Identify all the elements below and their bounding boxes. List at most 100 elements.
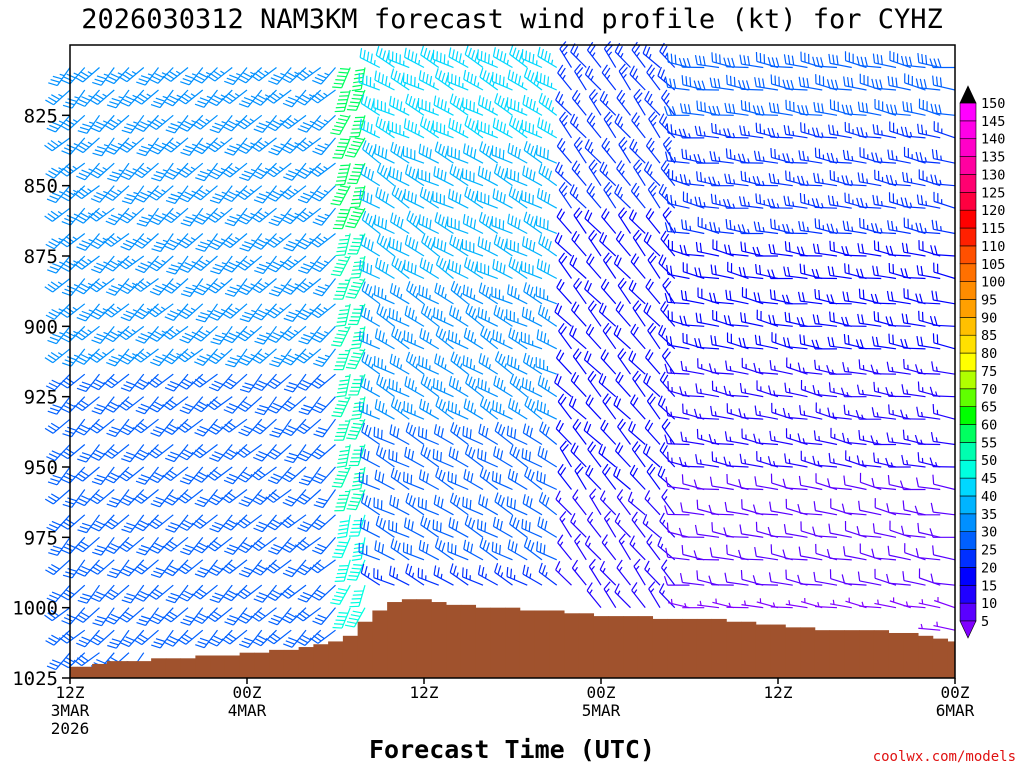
barb-feather (91, 268, 101, 274)
barb-feather (60, 266, 70, 272)
barb-feather (439, 522, 442, 533)
barb-feather (123, 384, 133, 389)
barb-feather (94, 548, 104, 553)
barb-feather (94, 78, 104, 83)
barb-feather (339, 67, 350, 70)
wind-barb (44, 207, 71, 222)
barb-feather (498, 148, 501, 158)
barb-feather (473, 102, 475, 112)
barb-feather (348, 575, 359, 578)
barb-feather (52, 474, 62, 479)
barb-feather (140, 191, 150, 197)
barb-feather (122, 98, 132, 104)
barb-feather (454, 75, 457, 85)
barb-feather (66, 214, 76, 220)
barb-feather (95, 93, 104, 100)
barb-feather (45, 385, 55, 391)
barb-feather (484, 522, 487, 532)
barb-feather (513, 100, 516, 110)
barb-feather (169, 282, 178, 289)
barb-half-feather (344, 397, 350, 400)
barb-feather (61, 150, 71, 155)
barb-feather (417, 497, 420, 507)
barb-feather (136, 495, 145, 502)
wind-barb (45, 559, 71, 576)
barb-feather (546, 220, 549, 230)
barb-half-feather (101, 210, 107, 215)
barb-feather (154, 518, 163, 525)
barb-feather (137, 124, 147, 130)
barb-half-feather (73, 143, 79, 146)
barb-half-feather (87, 329, 92, 333)
wind-barb (119, 278, 145, 295)
barb-half-feather (206, 95, 212, 99)
barb-feather (346, 578, 357, 581)
barb-feather (138, 548, 148, 553)
barb-feather (95, 422, 104, 429)
barb-half-feather (162, 95, 168, 99)
barb-half-feather (388, 82, 391, 88)
barb-feather (153, 570, 163, 575)
barb-feather (111, 426, 121, 431)
wind-barb (119, 89, 145, 107)
barb-feather (336, 145, 347, 148)
wind-barb (105, 207, 130, 226)
barb-feather (96, 146, 107, 150)
barb-feather (95, 379, 105, 385)
barb-half-feather (190, 351, 196, 356)
barb-half-feather (162, 239, 168, 243)
barb-feather (447, 471, 450, 481)
barb-feather (480, 50, 483, 61)
barb-feather (78, 427, 88, 433)
wind-barb (178, 185, 204, 203)
barb-feather (137, 452, 147, 458)
barb-feather (517, 172, 520, 182)
barb-feather (183, 166, 193, 173)
barb-feather (499, 544, 501, 555)
wind-barb (195, 162, 218, 182)
barb-feather (443, 54, 446, 64)
barb-feather (104, 265, 114, 272)
barb-half-feather (102, 93, 108, 98)
barb-feather (139, 378, 149, 385)
barb-feather (465, 568, 468, 579)
barb-feather (61, 549, 71, 555)
barb-feather (80, 71, 90, 78)
barb-feather (484, 52, 487, 63)
barb-feather (118, 616, 128, 623)
wind-barb (162, 536, 189, 552)
barb-feather (106, 432, 116, 438)
barb-feather (88, 215, 97, 222)
barb-feather (46, 456, 56, 462)
barb-feather (166, 356, 176, 362)
barb-feather (491, 541, 494, 552)
wind-barb (136, 607, 159, 627)
barb-feather (132, 285, 142, 292)
barb-feather (110, 331, 120, 337)
barb-half-feather (87, 188, 92, 193)
wind-barb (177, 303, 204, 320)
barb-feather (124, 470, 134, 477)
barb-feather (192, 265, 202, 271)
wind-barb (133, 489, 159, 504)
barb-half-feather (87, 71, 93, 75)
barb-feather (185, 615, 195, 620)
barb-feather (163, 500, 173, 506)
barb-feather (79, 384, 89, 389)
wind-barb (180, 607, 204, 626)
wind-barb (179, 396, 204, 415)
barb-feather (48, 241, 58, 247)
barb-feather (162, 616, 172, 623)
barb-feather (92, 96, 101, 103)
barb-feather (373, 356, 376, 366)
barb-feather (155, 241, 166, 246)
chart-title: 2026030312 NAM3KM forecast wind profile … (81, 4, 943, 35)
barb-feather (180, 81, 190, 86)
wind-barb (103, 114, 130, 131)
barb-feather (181, 335, 192, 341)
barb-feather (354, 186, 365, 189)
barb-feather (106, 362, 116, 367)
barb-feather (136, 81, 146, 86)
barb-feather (121, 215, 131, 221)
barb-feather (124, 258, 133, 265)
